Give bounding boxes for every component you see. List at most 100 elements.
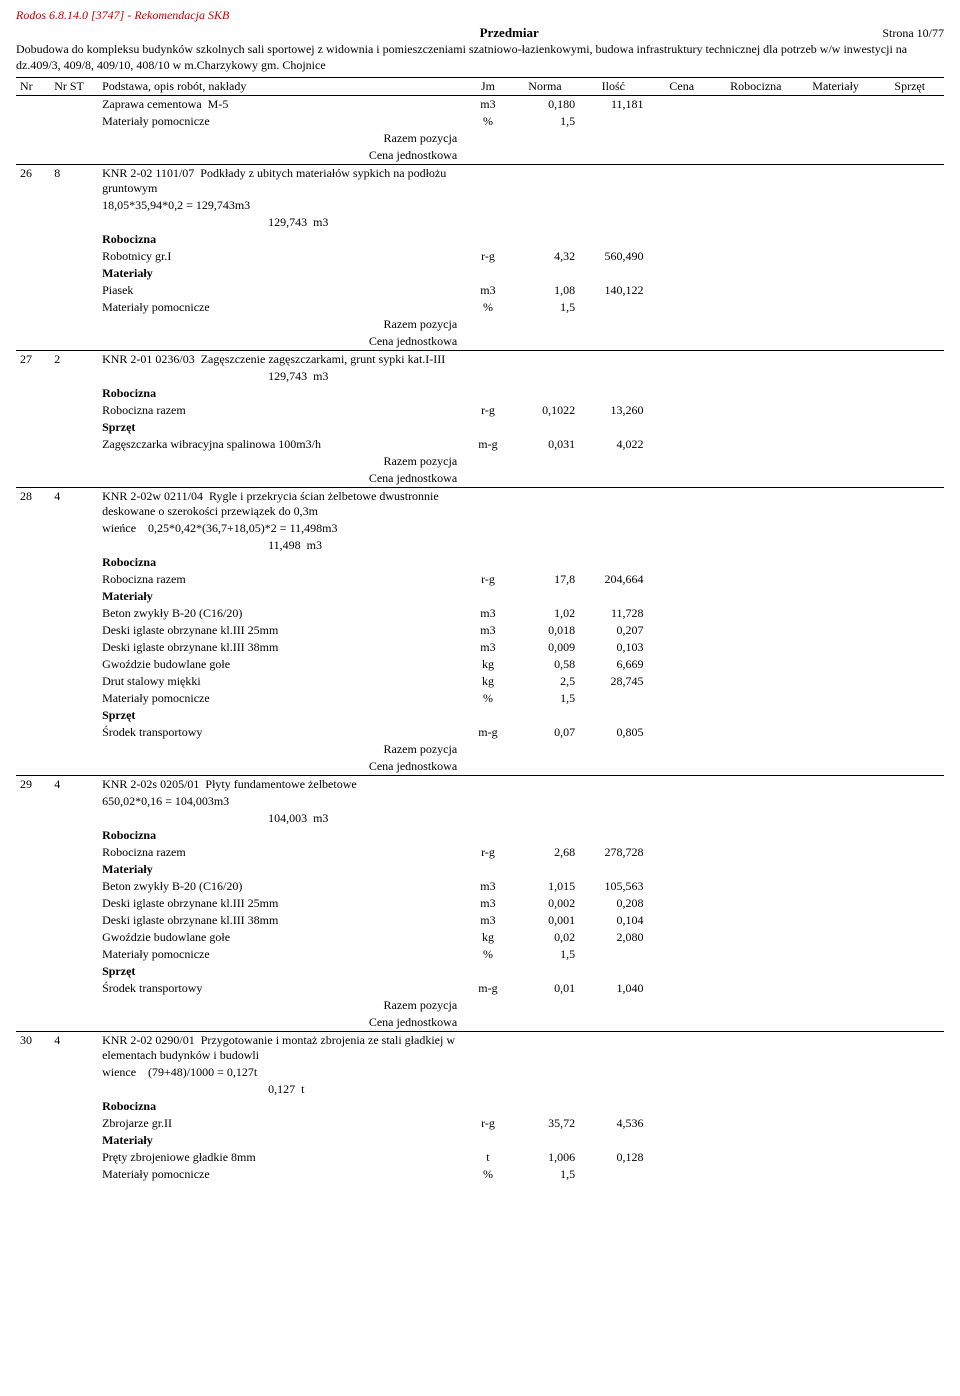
cell-desc: Materiały pomocnicze	[98, 690, 465, 707]
col-mat: Materiały	[796, 78, 876, 96]
cell-ilosc: 2,080	[579, 929, 647, 946]
section-sprzet: Sprzęt	[98, 963, 465, 980]
cell-desc: Robocizna razem	[98, 402, 465, 419]
cell-norma: 1,5	[511, 946, 579, 963]
table-row: 30 4 KNR 2-02 0290/01 Przygotowanie i mo…	[16, 1032, 944, 1065]
software-line: Rodos 6.8.14.0 [3747] - Rekomendacja SKB	[16, 8, 944, 23]
cell-nr: 27	[16, 351, 50, 369]
cell-jm: m3	[465, 878, 511, 895]
cell-jm: kg	[465, 929, 511, 946]
cell-nr: 28	[16, 488, 50, 521]
cell-jm: r-g	[465, 402, 511, 419]
cell-norma: 2,5	[511, 673, 579, 690]
section-robocizna: Robocizna	[98, 385, 465, 402]
table-row: Materiały	[16, 265, 944, 282]
cell-ilosc: 560,490	[579, 248, 647, 265]
section-materialy: Materiały	[98, 1132, 465, 1149]
table-row: 27 2 KNR 2-01 0236/03 Zagęszczenie zagęs…	[16, 351, 944, 369]
cell-nr: 29	[16, 776, 50, 794]
table-row: wience (79+48)/1000 = 0,127t	[16, 1064, 944, 1081]
cell-desc: Deski iglaste obrzynane kl.III 25mm	[98, 622, 465, 639]
cell-ilosc: 204,664	[579, 571, 647, 588]
table-row: 650,02*0,16 = 104,003m3	[16, 793, 944, 810]
cell-desc: Materiały pomocnicze	[98, 113, 465, 130]
cell-desc: Robocizna razem	[98, 844, 465, 861]
cell-desc: Deski iglaste obrzynane kl.III 25mm	[98, 895, 465, 912]
table-row: Cena jednostkowa	[16, 1014, 944, 1032]
col-nrst: Nr ST	[50, 78, 98, 96]
cell-jm: %	[465, 946, 511, 963]
section-materialy: Materiały	[98, 861, 465, 878]
cell-ilosc: 140,122	[579, 282, 647, 299]
section-sprzet: Sprzęt	[98, 419, 465, 436]
cell-ilosc: 11,181	[579, 96, 647, 114]
cell-norma: 0,1022	[511, 402, 579, 419]
table-row: Robocizna	[16, 554, 944, 571]
cell-jm: m-g	[465, 436, 511, 453]
cell-ilosc: 6,669	[579, 656, 647, 673]
cell-norma: 0,07	[511, 724, 579, 741]
table-row: Robocizna razem r-g 0,1022 13,260	[16, 402, 944, 419]
cell-norma: 0,018	[511, 622, 579, 639]
cell-desc: Beton zwykły B-20 (C16/20)	[98, 605, 465, 622]
table-row: Materiały	[16, 1132, 944, 1149]
table-row: Robocizna	[16, 385, 944, 402]
table-row: Sprzęt	[16, 419, 944, 436]
cell-norma: 1,02	[511, 605, 579, 622]
table-row: Materiały pomocnicze % 1,5	[16, 113, 944, 130]
cell-norma: 1,5	[511, 1166, 579, 1183]
cell-nrst: 4	[50, 776, 98, 794]
cell-jm: r-g	[465, 248, 511, 265]
cell-desc: Materiały pomocnicze	[98, 299, 465, 316]
cell-norma: 0,01	[511, 980, 579, 997]
cell-ilosc: 105,563	[579, 878, 647, 895]
cell-jm: m3	[465, 639, 511, 656]
table-row: Razem pozycja	[16, 741, 944, 758]
cell-calc: wieńce 0,25*0,42*(36,7+18,05)*2 = 11,498…	[98, 520, 465, 537]
cell-jm: %	[465, 690, 511, 707]
cell-desc: Deski iglaste obrzynane kl.III 38mm	[98, 639, 465, 656]
cell-desc: Środek transportowy	[98, 980, 465, 997]
table-row: Sprzęt	[16, 963, 944, 980]
cell-desc: Materiały pomocnicze	[98, 946, 465, 963]
table-row: Materiały pomocnicze % 1,5	[16, 299, 944, 316]
cell-desc: Gwoździe budowlane gołe	[98, 929, 465, 946]
table-row: Robocizna razem r-g 17,8 204,664	[16, 571, 944, 588]
cell-calc: wience (79+48)/1000 = 0,127t	[98, 1064, 465, 1081]
cell-desc: KNR 2-01 0236/03 Zagęszczenie zagęszczar…	[98, 351, 465, 369]
cell-norma: 17,8	[511, 571, 579, 588]
col-nr: Nr	[16, 78, 50, 96]
cell-jm: %	[465, 299, 511, 316]
table-header-row: Nr Nr ST Podstawa, opis robót, nakłady J…	[16, 78, 944, 96]
table-row: 29 4 KNR 2-02s 0205/01 Płyty fundamentow…	[16, 776, 944, 794]
table-row: Środek transportowym-g0,070,805	[16, 724, 944, 741]
table-row: Beton zwykły B-20 (C16/20)m31,015105,563	[16, 878, 944, 895]
table-row: Zaprawa cementowa M-5 m3 0,180 11,181	[16, 96, 944, 114]
cell-desc: Robocizna razem	[98, 571, 465, 588]
cell-ilosc: 0,128	[579, 1149, 647, 1166]
summary-cena: Cena jednostkowa	[98, 147, 465, 165]
table-row: Cena jednostkowa	[16, 147, 944, 165]
cell-ilosc: 4,536	[579, 1115, 647, 1132]
table-row: 18,05*35,94*0,2 = 129,743m3	[16, 197, 944, 214]
section-robocizna: Robocizna	[98, 554, 465, 571]
col-desc: Podstawa, opis robót, nakłady	[98, 78, 465, 96]
cell-norma: 1,015	[511, 878, 579, 895]
cell-norma: 4,32	[511, 248, 579, 265]
cell-jm: m3	[465, 895, 511, 912]
doc-title: Przedmiar	[136, 25, 882, 41]
cell-norma: 0,002	[511, 895, 579, 912]
table-row: 129,743 m3	[16, 214, 944, 231]
cell-norma: 2,68	[511, 844, 579, 861]
table-row: 129,743 m3	[16, 368, 944, 385]
cell-norma: 1,5	[511, 690, 579, 707]
cell-nrst: 4	[50, 1032, 98, 1065]
cell-norma: 0,009	[511, 639, 579, 656]
cell-desc: Zaprawa cementowa M-5	[98, 96, 465, 114]
table-row: Deski iglaste obrzynane kl.III 38mmm30,0…	[16, 639, 944, 656]
table-row: Pręty zbrojeniowe gładkie 8mmt1,0060,128	[16, 1149, 944, 1166]
cell-ilosc: 13,260	[579, 402, 647, 419]
cell-jm: r-g	[465, 1115, 511, 1132]
table-row: 104,003 m3	[16, 810, 944, 827]
cell-desc: KNR 2-02w 0211/04 Rygle i przekrycia ści…	[98, 488, 465, 521]
